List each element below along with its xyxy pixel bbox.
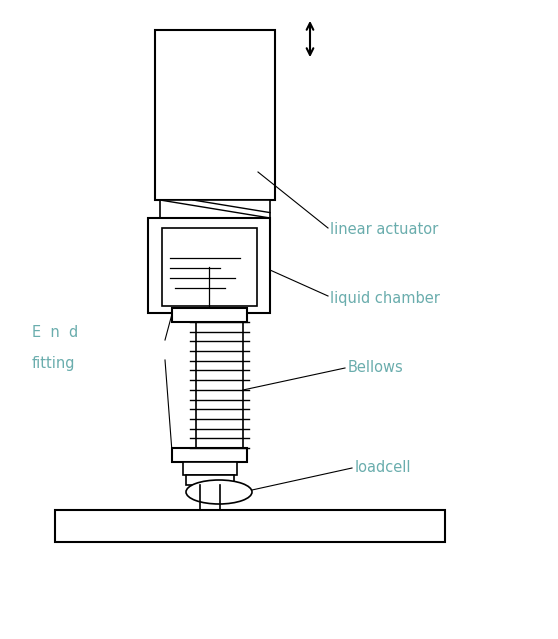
Text: loadcell: loadcell bbox=[355, 461, 411, 475]
FancyBboxPatch shape bbox=[148, 218, 270, 313]
FancyBboxPatch shape bbox=[172, 448, 247, 462]
FancyBboxPatch shape bbox=[55, 510, 445, 542]
FancyBboxPatch shape bbox=[162, 228, 257, 306]
Text: Bellows: Bellows bbox=[348, 360, 404, 376]
Text: E  n  d: E n d bbox=[32, 325, 78, 340]
FancyBboxPatch shape bbox=[155, 30, 275, 200]
Text: fitting: fitting bbox=[32, 356, 75, 371]
Text: linear actuator: linear actuator bbox=[330, 222, 438, 238]
FancyBboxPatch shape bbox=[172, 308, 247, 322]
FancyBboxPatch shape bbox=[186, 475, 234, 485]
Ellipse shape bbox=[186, 480, 252, 504]
FancyBboxPatch shape bbox=[183, 462, 237, 475]
Text: liquid chamber: liquid chamber bbox=[330, 291, 440, 305]
FancyBboxPatch shape bbox=[160, 200, 270, 218]
